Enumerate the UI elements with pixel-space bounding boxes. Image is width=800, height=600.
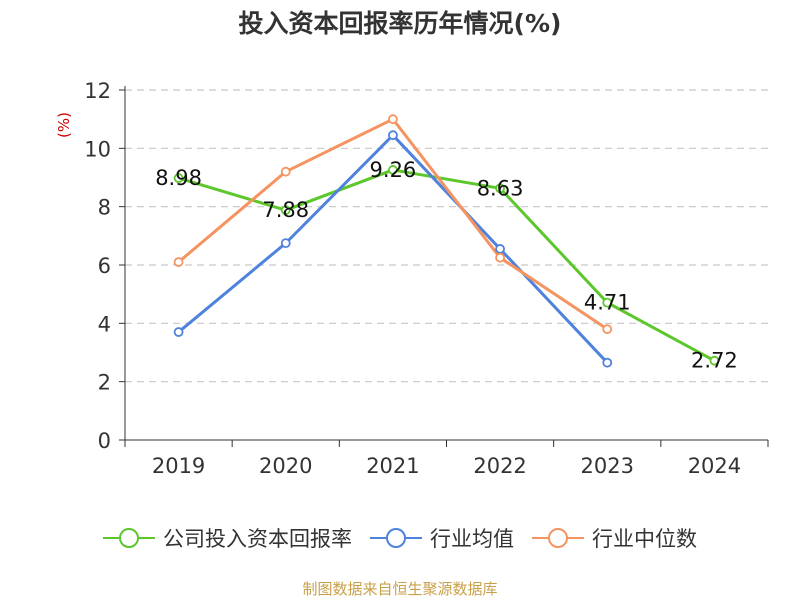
data-label-company-2020: 7.88 <box>262 198 309 222</box>
y-tick-label-2: 2 <box>98 371 111 395</box>
y-axis-unit-label: (%) <box>55 112 73 138</box>
data-point-industry-mean-2021 <box>388 130 398 141</box>
data-label-company-2022: 8.63 <box>477 176 524 200</box>
legend-item-industry-mean[interactable]: 行业均值 <box>370 523 514 553</box>
data-label-company-2023: 4.71 <box>584 291 631 315</box>
data-point-company-2020 <box>280 205 291 216</box>
x-tick-label-2019: 2019 <box>152 454 205 478</box>
data-point-industry-mean-2020 <box>280 238 291 249</box>
data-point-company-2021 <box>388 165 398 175</box>
data-point-company-2022 <box>495 183 505 194</box>
legend-marker-company <box>103 528 155 548</box>
data-point-company-2019 <box>173 173 184 183</box>
data-point-industry-median-2020 <box>280 166 291 177</box>
x-tick-label-2022: 2022 <box>473 454 526 478</box>
y-tick-label-10: 10 <box>84 137 111 161</box>
y-tick-label-6: 6 <box>98 254 111 278</box>
y-tick-label-8: 8 <box>98 196 111 220</box>
chart-legend: 公司投入资本回报率 行业均值 行业中位数 <box>0 518 800 558</box>
data-point-company-2023 <box>602 297 613 308</box>
chart-title: 投入资本回报率历年情况(%) <box>238 9 562 38</box>
data-label-company-2021: 9.26 <box>370 158 417 182</box>
legend-label-industry-median: 行业中位数 <box>592 527 697 551</box>
data-point-industry-median-2022 <box>495 252 505 263</box>
legend-item-company[interactable]: 公司投入资本回报率 <box>103 523 352 553</box>
data-point-company-2024 <box>709 355 720 366</box>
y-tick-label-0: 0 <box>98 429 111 453</box>
legend-label-industry-mean: 行业均值 <box>430 527 514 551</box>
legend-marker-industry-median <box>532 528 584 548</box>
legend-marker-industry-mean <box>370 528 422 548</box>
series-line-company <box>178 168 716 362</box>
data-source-note: 制图数据来自恒生聚源数据库 <box>302 580 498 598</box>
series-line-industry-median <box>177 117 609 331</box>
data-label-company-2024: 2.72 <box>691 349 738 373</box>
data-point-industry-mean-2022 <box>495 244 505 254</box>
x-tick-label-2020: 2020 <box>259 454 312 478</box>
data-point-industry-median-2019 <box>173 257 184 267</box>
x-tick-label-2023: 2023 <box>581 454 634 478</box>
y-tick-label-12: 12 <box>84 79 111 103</box>
data-point-industry-median-2023 <box>602 324 613 335</box>
legend-item-industry-median[interactable]: 行业中位数 <box>532 523 697 553</box>
y-tick-label-4: 4 <box>98 312 111 336</box>
data-point-industry-mean-2023 <box>602 357 613 368</box>
x-tick-label-2024: 2024 <box>688 454 741 478</box>
x-tick-label-2021: 2021 <box>366 454 419 478</box>
data-point-industry-median-2021 <box>388 114 398 125</box>
legend-label-company: 公司投入资本回报率 <box>163 527 352 551</box>
data-point-industry-mean-2019 <box>173 327 184 337</box>
data-label-company-2019: 8.98 <box>155 166 202 190</box>
